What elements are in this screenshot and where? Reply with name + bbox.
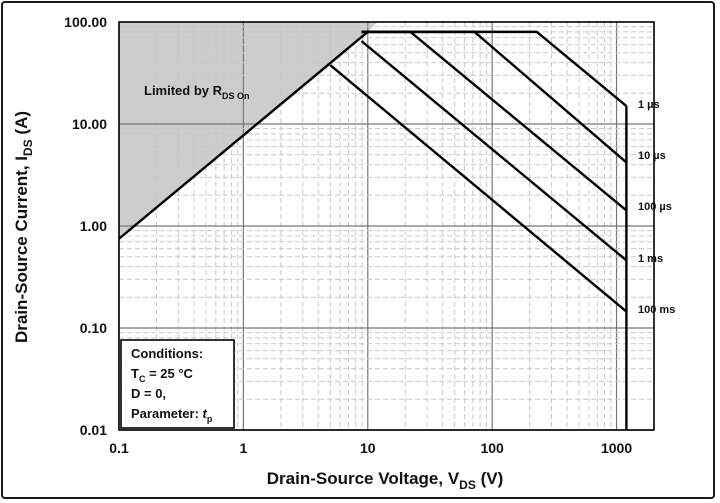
series-label-1ms: 1 ms xyxy=(638,253,663,265)
series-line-2 xyxy=(361,30,628,212)
conditions-d: D = 0, xyxy=(131,386,166,401)
y-axis-label: Drain-Source Current, IDS (A) xyxy=(12,111,35,343)
series-line-3 xyxy=(360,40,628,262)
conditions-parameter: Parameter: tp xyxy=(131,406,213,424)
series-group xyxy=(118,30,628,430)
limit-region-label: Limited by RDS On xyxy=(144,83,250,101)
conditions-tc: TC = 25 °C xyxy=(131,366,194,384)
y-tick-label: 0.01 xyxy=(80,422,107,438)
series-label-1us: 1 µs xyxy=(638,99,660,111)
series-line-4 xyxy=(329,64,628,313)
y-tick-label: 0.10 xyxy=(80,320,107,336)
x-tick-label: 0.1 xyxy=(109,440,129,456)
x-tick-label: 100 xyxy=(480,440,504,456)
series-label-10us: 10 µs xyxy=(638,150,666,162)
x-axis-label: Drain-Source Voltage, VDS (V) xyxy=(267,469,503,492)
conditions-box: Conditions: TC = 25 °C D = 0, Parameter:… xyxy=(120,339,235,429)
y-tick-label: 10.00 xyxy=(72,116,107,132)
x-tick-label: 1000 xyxy=(601,440,632,456)
conditions-title: Conditions: xyxy=(131,346,203,361)
plot-area xyxy=(118,21,655,431)
y-tick-label: 100.00 xyxy=(64,14,107,30)
x-tick-label: 1 xyxy=(239,440,247,456)
x-tick-label: 10 xyxy=(360,440,376,456)
y-tick-label: 1.00 xyxy=(80,218,107,234)
series-label-100us: 100 µs xyxy=(638,201,672,213)
series-label-100ms: 100 ms xyxy=(638,304,675,316)
series-line-1 xyxy=(361,30,628,164)
tick-labels: 0.1 1 10 100 1000 0.01 0.10 1.00 10.00 100.00 xyxy=(64,14,632,456)
